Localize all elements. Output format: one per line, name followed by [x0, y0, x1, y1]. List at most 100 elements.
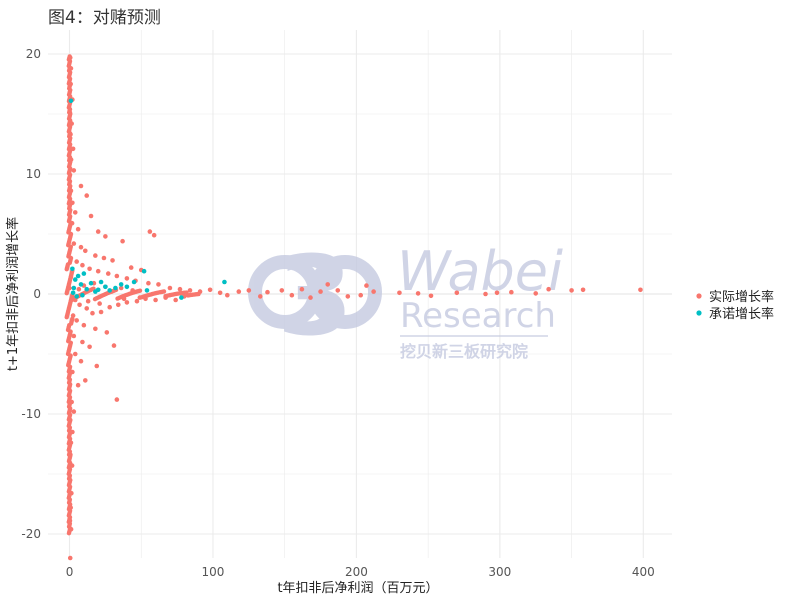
actual-growth-point: [325, 282, 331, 287]
actual-growth-point: [74, 318, 79, 323]
actual-growth-point: [82, 248, 88, 254]
actual-growth-point: [207, 287, 213, 293]
actual-growth-point: [67, 55, 73, 60]
actual-growth-point: [483, 291, 488, 297]
actual-growth-point: [68, 132, 73, 137]
actual-growth-point: [246, 288, 252, 293]
actual-growth-point: [80, 339, 85, 345]
y-tick-label: 10: [26, 167, 41, 181]
y-tick-label: -10: [21, 407, 41, 421]
y-tick-label: 20: [26, 47, 41, 61]
actual-growth-point: [70, 429, 75, 435]
actual-growth-point: [121, 296, 127, 302]
actual-growth-point: [90, 310, 95, 316]
actual-growth-point: [75, 382, 81, 388]
actual-growth-point: [265, 289, 270, 295]
actual-growth-point: [103, 234, 108, 239]
promised-growth-point: [71, 285, 77, 291]
actual-growth-point: [114, 397, 120, 402]
actual-growth-point: [68, 505, 73, 510]
actual-growth-point: [289, 292, 295, 298]
actual-growth-point: [118, 285, 124, 291]
actual-growth-point: [151, 232, 157, 238]
actual-growth-point: [428, 293, 434, 299]
actual-growth-point: [71, 241, 77, 246]
actual-growth-point: [115, 302, 121, 308]
actual-growth-point: [93, 253, 98, 258]
actual-growth-point: [71, 168, 77, 173]
promised-growth-point: [80, 292, 85, 298]
legend-label-actual: 实际增长率: [709, 289, 774, 305]
promised-growth-point: [68, 98, 74, 104]
promised-growth-point: [72, 277, 78, 282]
actual-growth-point: [68, 81, 73, 87]
x-axis-label: t年扣非后净利润（百万元）: [277, 581, 438, 596]
actual-growth-point: [104, 330, 110, 335]
density-point: [66, 531, 72, 536]
actual-growth-point: [70, 369, 75, 375]
actual-growth-point: [69, 463, 75, 468]
promised-growth-point: [74, 294, 79, 299]
actual-growth-point: [68, 188, 74, 194]
actual-growth-point: [78, 244, 84, 250]
promised-growth-point: [113, 285, 118, 291]
actual-growth-point: [128, 265, 134, 270]
actual-growth-point: [120, 238, 125, 244]
axis-layer: 0 100 200 300 400 -20 -10 0 10 20: [21, 47, 654, 579]
actual-growth-point: [70, 313, 76, 318]
actual-growth-point: [67, 477, 73, 483]
actual-growth-point: [80, 262, 85, 268]
actual-growth-point: [358, 292, 364, 298]
actual-growth-point: [81, 322, 87, 328]
actual-growth-point: [105, 271, 111, 276]
legend-label-promised: 承诺增长率: [709, 306, 774, 322]
promised-growth-point: [70, 290, 76, 296]
actual-growth-point: [187, 288, 193, 293]
actual-growth-point: [533, 291, 539, 296]
actual-growth-point: [101, 255, 107, 261]
actual-growth-point: [84, 193, 90, 198]
points-layer: [64, 54, 643, 561]
actual-growth-point: [84, 306, 90, 311]
promised-growth-point: [78, 282, 84, 287]
density-point: [137, 288, 143, 293]
actual-growth-point: [70, 200, 75, 206]
legend-marker-actual: [696, 293, 702, 299]
actual-growth-point: [75, 226, 81, 232]
actual-growth-point: [197, 289, 203, 294]
density-point: [64, 267, 69, 272]
actual-growth-point: [110, 258, 115, 263]
actual-growth-point: [299, 286, 305, 292]
actual-growth-point: [147, 229, 153, 234]
actual-growth-point: [167, 285, 173, 291]
actual-growth-point: [177, 286, 183, 292]
promised-growth-point: [103, 284, 108, 290]
actual-growth-point: [173, 297, 178, 303]
actual-growth-point: [82, 378, 88, 383]
chart-title: 图4：对赌预测: [48, 8, 161, 28]
actual-growth-point: [67, 417, 73, 423]
actual-growth-point: [134, 298, 140, 304]
actual-growth-point: [70, 146, 76, 152]
promised-growth-point: [118, 282, 124, 287]
watermark-subtitle: Research: [400, 296, 556, 336]
actual-growth-point: [454, 290, 460, 296]
actual-growth-point: [217, 290, 223, 296]
actual-growth-point: [78, 358, 84, 364]
actual-growth-point: [72, 351, 78, 357]
actual-growth-point: [72, 210, 78, 215]
x-tick-label: 400: [632, 565, 655, 579]
actual-growth-point: [87, 266, 92, 272]
promised-growth-point: [141, 268, 147, 274]
actual-growth-point: [308, 295, 313, 300]
actual-growth-point: [93, 326, 98, 332]
actual-growth-point: [163, 295, 168, 300]
actual-growth-point: [69, 490, 74, 496]
actual-growth-point: [146, 280, 151, 286]
actual-growth-point: [69, 399, 74, 405]
actual-growth-point: [68, 157, 74, 162]
actual-growth-point: [67, 110, 73, 116]
density-point: [67, 285, 72, 291]
actual-growth-point: [371, 289, 376, 294]
legend: 实际增长率 承诺增长率: [696, 289, 774, 322]
